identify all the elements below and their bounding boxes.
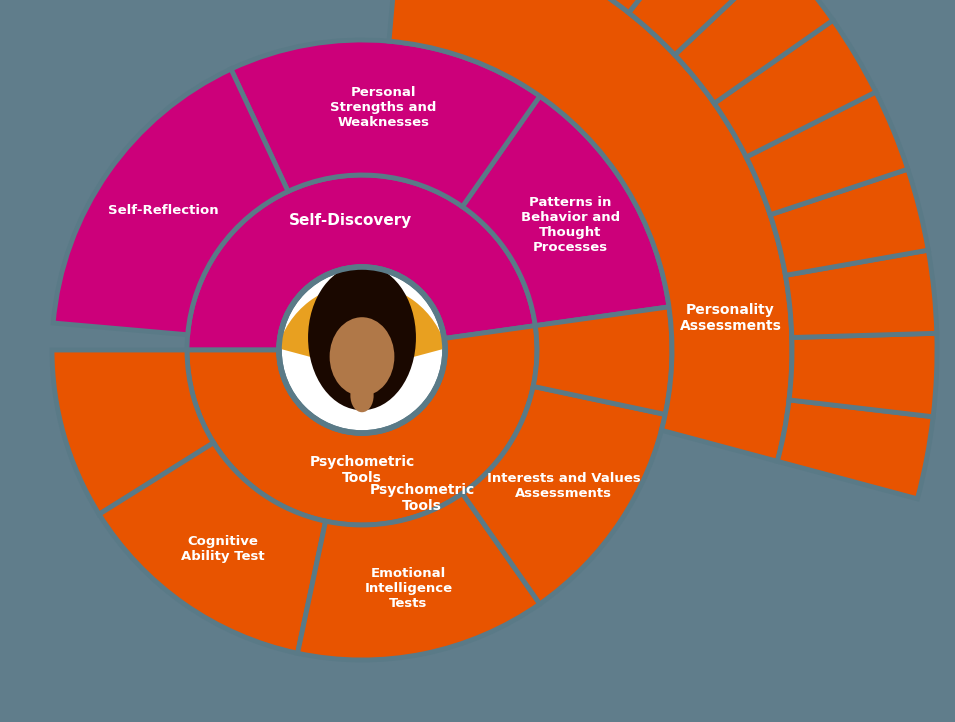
Circle shape (279, 267, 445, 433)
Wedge shape (462, 96, 669, 326)
Wedge shape (577, 0, 718, 13)
Wedge shape (789, 334, 937, 417)
Wedge shape (187, 326, 537, 525)
Ellipse shape (308, 265, 416, 410)
Wedge shape (675, 0, 833, 103)
Wedge shape (628, 0, 780, 55)
Wedge shape (187, 175, 536, 350)
Text: Personal
Strengths and
Weaknesses: Personal Strengths and Weaknesses (330, 87, 436, 129)
Text: Psychometric
Tools: Psychometric Tools (370, 483, 475, 513)
Wedge shape (777, 400, 933, 499)
Wedge shape (462, 386, 666, 604)
Wedge shape (231, 40, 540, 206)
Text: Self-Discovery: Self-Discovery (289, 213, 413, 228)
Wedge shape (53, 69, 288, 335)
Text: Interests and Values
Assessments: Interests and Values Assessments (487, 472, 641, 500)
Text: Self-Reflection: Self-Reflection (108, 204, 219, 217)
Ellipse shape (329, 317, 394, 396)
Wedge shape (746, 92, 908, 214)
Ellipse shape (350, 379, 373, 412)
Wedge shape (298, 493, 540, 660)
Text: Psychometric
Tools: Psychometric Tools (309, 455, 414, 485)
Wedge shape (533, 307, 672, 414)
Wedge shape (52, 350, 214, 514)
Wedge shape (714, 20, 876, 157)
Text: Emotional
Intelligence
Tests: Emotional Intelligence Tests (364, 567, 453, 610)
Wedge shape (278, 284, 446, 371)
Text: Personality
Assessments: Personality Assessments (680, 303, 781, 333)
Text: Cognitive
Ability Test: Cognitive Ability Test (180, 535, 265, 563)
Wedge shape (785, 250, 937, 337)
Text: Patterns in
Behavior and
Thought
Processes: Patterns in Behavior and Thought Process… (520, 196, 620, 254)
Wedge shape (389, 0, 792, 461)
Wedge shape (99, 443, 326, 653)
Wedge shape (770, 169, 928, 275)
